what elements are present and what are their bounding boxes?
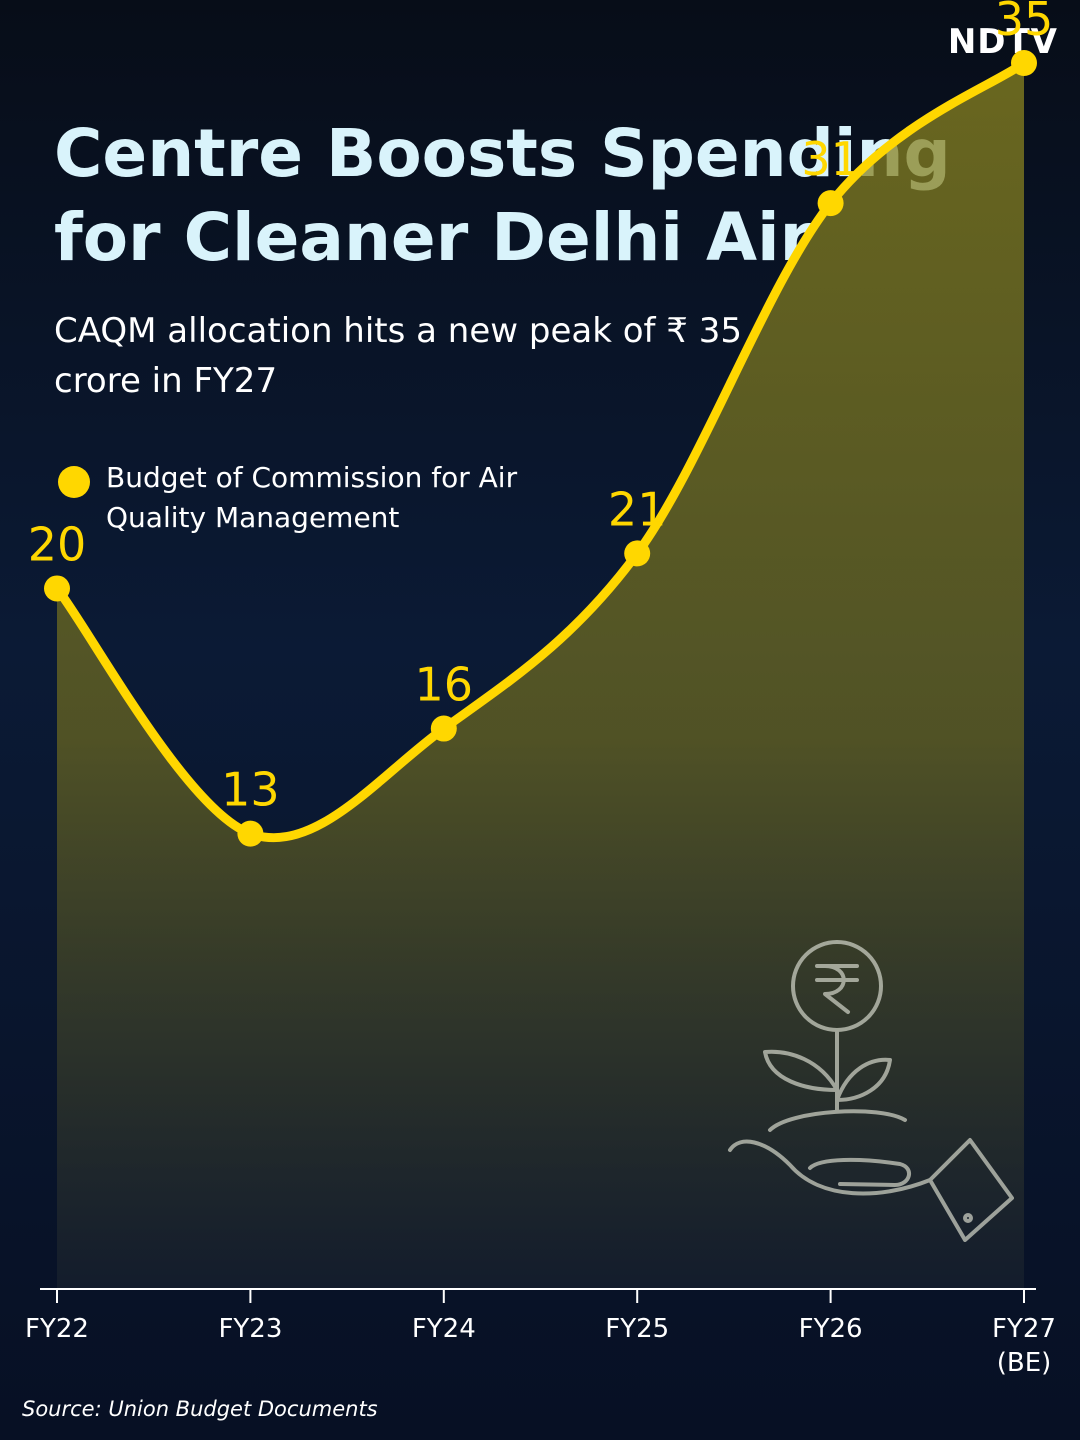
data-label: 13 [221, 763, 280, 817]
x-tick-label: FY23 [218, 1314, 282, 1344]
legend-label: Budget of Commission for Air Quality Man… [106, 461, 518, 534]
data-point-fy22 [44, 575, 70, 602]
x-tick-label: FY27 [992, 1314, 1056, 1344]
data-point-fy26 [817, 190, 844, 217]
data-label: 21 [608, 482, 667, 536]
data-point-fy24 [430, 715, 457, 742]
data-point-fy27-be [1011, 50, 1037, 77]
x-tick-label: FY24 [412, 1314, 476, 1344]
subtitle: CAQM allocation hits a new peak of ₹ 35 … [54, 311, 742, 401]
data-label: 20 [28, 517, 87, 571]
x-tick-label: FY22 [25, 1314, 89, 1344]
x-tick-label: (BE) [997, 1348, 1052, 1378]
rupee-plant-hand-icon [728, 940, 1014, 1242]
ndtv-logo: NDTV [947, 22, 1058, 62]
data-point-fy25 [624, 540, 651, 567]
page-title: Centre Boosts Spending for Cleaner Delhi… [54, 115, 951, 276]
x-tick-label: FY26 [799, 1314, 863, 1344]
data-label: 35 [995, 0, 1054, 46]
data-label: 31 [801, 132, 860, 186]
area-fill [57, 63, 1024, 1289]
data-point-fy23 [237, 820, 264, 847]
source-note: Source: Union Budget Documents [22, 1397, 378, 1421]
legend-marker [58, 466, 90, 498]
data-label: 16 [415, 658, 474, 712]
x-tick-label: FY25 [605, 1314, 669, 1344]
